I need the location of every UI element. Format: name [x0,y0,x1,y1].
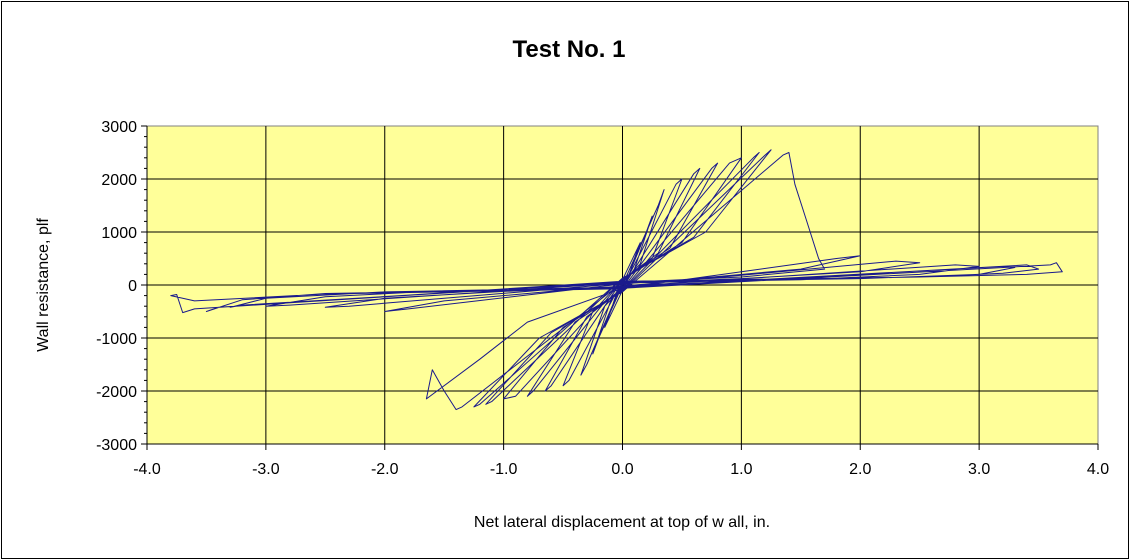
x-tick-label: -1.0 [490,461,518,478]
y-tick-label: 3000 [101,119,137,136]
hysteresis-series-line [170,149,1063,411]
tick-labels: -4.0 -3.0 -2.0 -1.0 0.0 1.0 2.0 3.0 4.0 -3000 -200… [96,119,1109,478]
y-tick-label: -2000 [96,384,137,401]
y-tick-label: 2000 [101,172,137,189]
x-tick-label: 3.0 [968,461,990,478]
x-tick-label: 2.0 [849,461,871,478]
x-tick-label: -2.0 [371,461,399,478]
chart-title: Test No. 1 [513,36,626,63]
x-axis-title: Net lateral displacement at top of w all… [474,514,770,531]
x-tick-label: -3.0 [252,461,280,478]
y-tick-label: 0 [128,278,137,295]
y-tick-label: 1000 [101,225,137,242]
x-tick-label: 1.0 [730,461,752,478]
y-tick-label: -1000 [96,331,137,348]
x-tick-label: 0.0 [611,461,633,478]
axes [141,125,1099,450]
x-tick-label: -4.0 [133,461,161,478]
x-tick-label: 4.0 [1087,461,1109,478]
y-axis-title: Wall resistance, plf [35,218,52,352]
y-tick-label: -3000 [96,437,137,454]
series-layer [170,149,1063,411]
